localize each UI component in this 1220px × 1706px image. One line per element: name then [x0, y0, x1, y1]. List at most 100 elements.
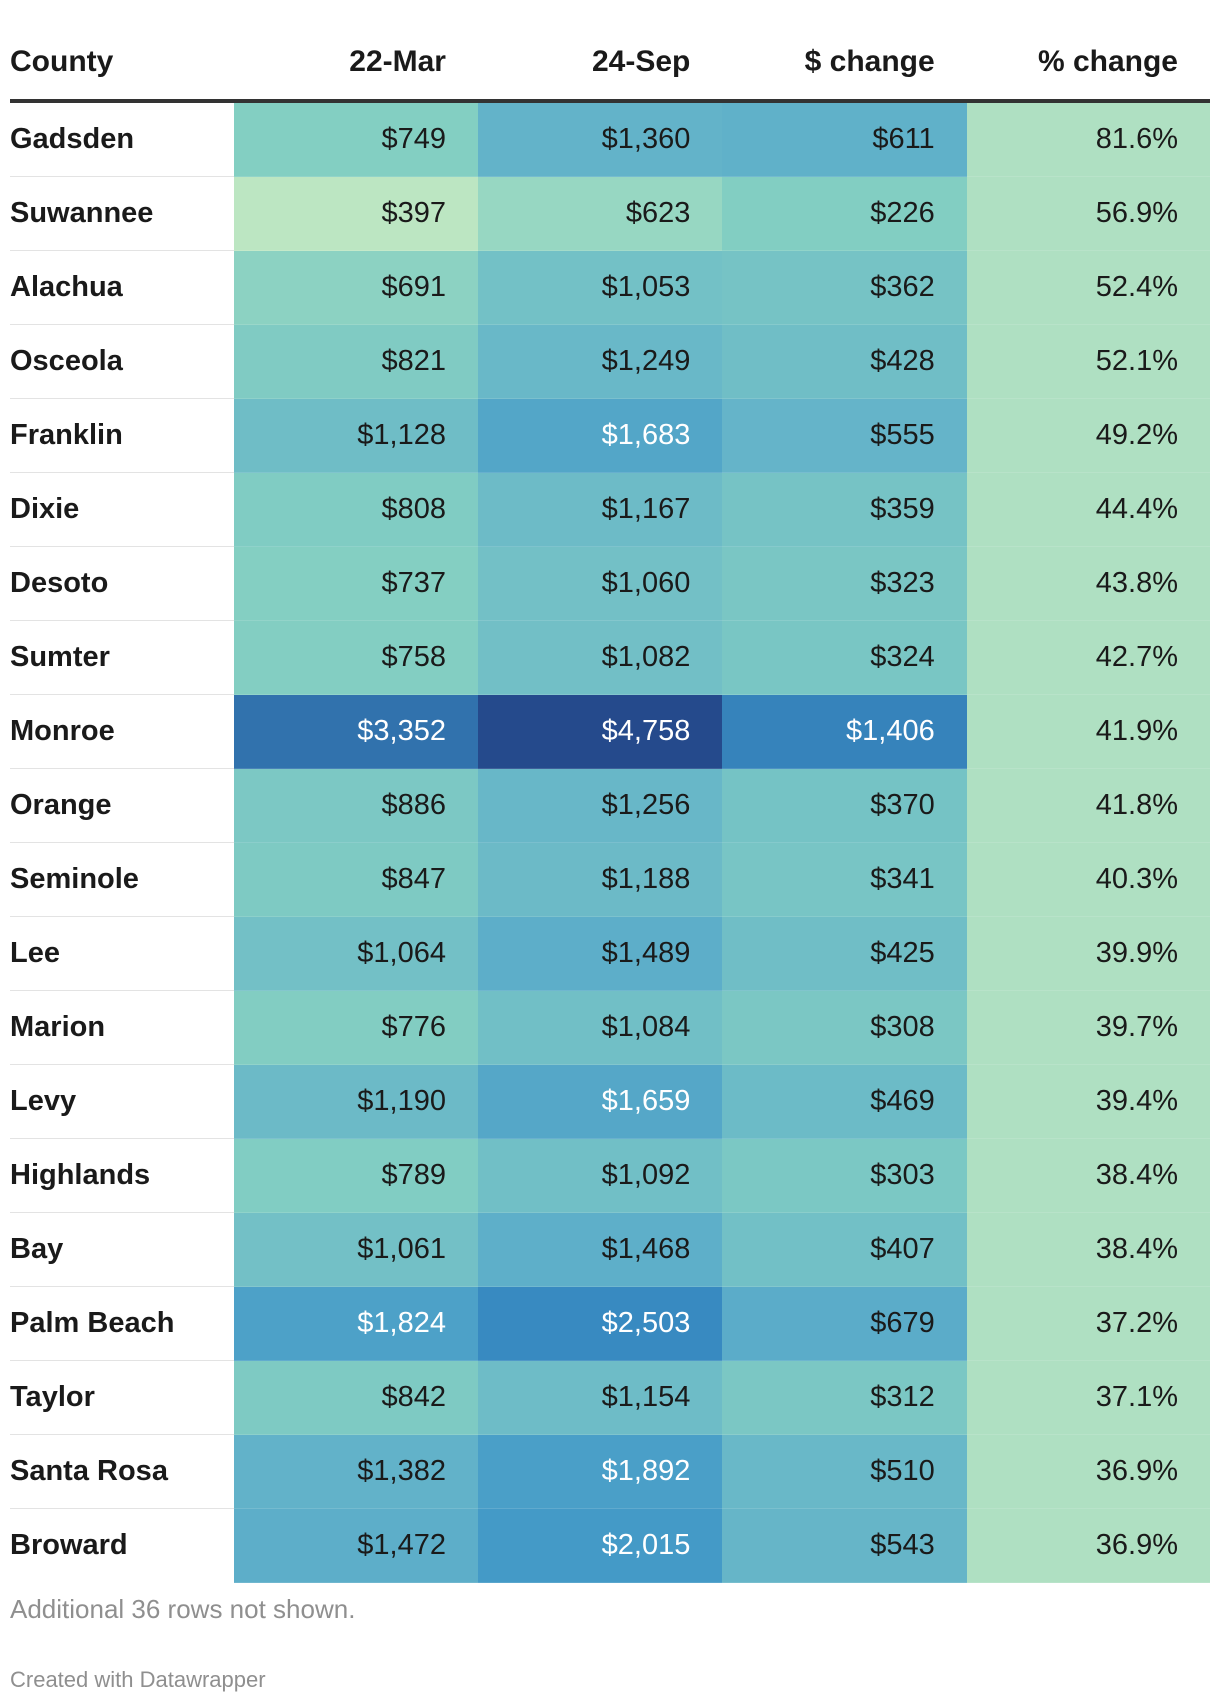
cell-24-sep: $1,082 [477, 620, 723, 695]
cell-percent-change: 39.9% [966, 916, 1210, 991]
cell-dollar-change: $312 [722, 1360, 967, 1435]
cell-dollar-change: $226 [722, 176, 967, 251]
datawrapper-credit: Created with Datawrapper [10, 1667, 266, 1692]
cell-percent-change: 37.2% [966, 1286, 1210, 1361]
cell-county: Alachua [10, 250, 234, 325]
cell-22-mar: $737 [233, 546, 478, 621]
cell-dollar-change: $428 [722, 324, 967, 399]
cell-percent-change: 81.6% [966, 101, 1210, 177]
cell-county: Lee [10, 916, 234, 991]
cell-percent-change: 41.9% [966, 694, 1210, 769]
data-table-container: County 22-Mar 24-Sep $ change % change G… [10, 24, 1210, 1583]
cell-dollar-change: $611 [722, 101, 967, 177]
cell-24-sep: $1,154 [477, 1360, 723, 1435]
cell-24-sep: $1,084 [477, 990, 723, 1065]
cell-22-mar: $886 [233, 768, 478, 843]
cell-dollar-change: $308 [722, 990, 967, 1065]
cell-county: Bay [10, 1212, 234, 1287]
table-row: Highlands $789 $1,092 $303 38.4% [10, 1138, 1210, 1213]
table-row: Monroe $3,352 $4,758 $1,406 41.9% [10, 694, 1210, 769]
table-row: Bay $1,061 $1,468 $407 38.4% [10, 1212, 1210, 1287]
table-row: Lee $1,064 $1,489 $425 39.9% [10, 916, 1210, 991]
cell-dollar-change: $362 [722, 250, 967, 325]
column-header-county[interactable]: County [10, 24, 234, 103]
cell-22-mar: $1,824 [233, 1286, 478, 1361]
cell-dollar-change: $341 [722, 842, 967, 917]
cell-dollar-change: $407 [722, 1212, 967, 1287]
table-row: Alachua $691 $1,053 $362 52.4% [10, 250, 1210, 325]
cell-percent-change: 52.1% [966, 324, 1210, 399]
cell-percent-change: 38.4% [966, 1138, 1210, 1213]
table-row: Taylor $842 $1,154 $312 37.1% [10, 1360, 1210, 1435]
cell-22-mar: $1,061 [233, 1212, 478, 1287]
cell-22-mar: $1,190 [233, 1064, 478, 1139]
cell-24-sep: $2,503 [477, 1286, 723, 1361]
cell-percent-change: 36.9% [966, 1434, 1210, 1509]
cell-percent-change: 37.1% [966, 1360, 1210, 1435]
cell-county: Santa Rosa [10, 1434, 234, 1509]
column-header-24-sep[interactable]: 24-Sep [477, 24, 723, 103]
table-body: Gadsden $749 $1,360 $611 81.6% Suwannee $397 $6… [10, 101, 1210, 1583]
cell-county: Franklin [10, 398, 234, 473]
cell-percent-change: 38.4% [966, 1212, 1210, 1287]
column-header-dollar-change[interactable]: $ change [722, 24, 967, 103]
table-row: Sumter $758 $1,082 $324 42.7% [10, 620, 1210, 695]
cell-22-mar: $847 [233, 842, 478, 917]
cell-24-sep: $1,489 [477, 916, 723, 991]
cell-percent-change: 56.9% [966, 176, 1210, 251]
cell-22-mar: $749 [233, 101, 478, 177]
cell-24-sep: $1,683 [477, 398, 723, 473]
cell-percent-change: 36.9% [966, 1508, 1210, 1583]
cell-county: Broward [10, 1529, 128, 1562]
table-row: Seminole $847 $1,188 $341 40.3% [10, 842, 1210, 917]
cell-22-mar: $397 [233, 176, 478, 251]
table-notes: Additional 36 rows not shown. [10, 1594, 356, 1624]
cell-dollar-change: $510 [722, 1434, 967, 1509]
cell-percent-change: 52.4% [966, 250, 1210, 325]
cell-county: Seminole [10, 842, 234, 917]
column-header-percent-change[interactable]: % change [966, 24, 1210, 103]
cell-county: Osceola [10, 324, 234, 399]
cell-county: Dixie [10, 472, 234, 547]
table-row: Desoto $737 $1,060 $323 43.8% [10, 546, 1210, 621]
cell-county: Orange [10, 768, 234, 843]
cell-24-sep: $1,053 [477, 250, 723, 325]
table-header-row: County 22-Mar 24-Sep $ change % change [10, 24, 1210, 103]
cell-24-sep: $1,360 [477, 101, 723, 177]
cell-24-sep: $1,188 [477, 842, 723, 917]
table-row: Dixie $808 $1,167 $359 44.4% [10, 472, 1210, 547]
cell-22-mar: $3,352 [233, 694, 478, 769]
cell-dollar-change: $679 [722, 1286, 967, 1361]
cell-percent-change: 42.7% [966, 620, 1210, 695]
cell-county: Sumter [10, 620, 234, 695]
table-row: Franklin $1,128 $1,683 $555 49.2% [10, 398, 1210, 473]
cell-dollar-change: $323 [722, 546, 967, 621]
cell-22-mar: $776 [233, 990, 478, 1065]
cell-county: Levy [10, 1064, 234, 1139]
cell-24-sep: $1,892 [477, 1434, 723, 1509]
table-row: Suwannee $397 $623 $226 56.9% [10, 176, 1210, 251]
cell-22-mar: $758 [233, 620, 478, 695]
cell-percent-change: 39.4% [966, 1064, 1210, 1139]
column-header-22-mar[interactable]: 22-Mar [233, 24, 478, 103]
cell-24-sep: $4,758 [477, 694, 723, 769]
cell-24-sep: $1,256 [477, 768, 723, 843]
cell-percent-change: 39.7% [966, 990, 1210, 1065]
cell-22-mar: $1,472 [233, 1508, 478, 1583]
cell-percent-change: 40.3% [966, 842, 1210, 917]
cell-dollar-change: $555 [722, 398, 967, 473]
cell-dollar-change: $359 [722, 472, 967, 547]
cell-24-sep: $1,092 [477, 1138, 723, 1213]
cell-24-sep: $1,659 [477, 1064, 723, 1139]
cell-24-sep: $1,060 [477, 546, 723, 621]
cell-county: Gadsden [10, 101, 234, 177]
cell-county: Highlands [10, 1138, 234, 1213]
cell-24-sep: $1,468 [477, 1212, 723, 1287]
cell-dollar-change: $324 [722, 620, 967, 695]
cell-dollar-change: $469 [722, 1064, 967, 1139]
county-rent-table: County 22-Mar 24-Sep $ change % change G… [10, 24, 1210, 1583]
cell-county: Marion [10, 990, 234, 1065]
cell-county: Monroe [10, 694, 234, 769]
cell-22-mar: $821 [233, 324, 478, 399]
table-row: Gadsden $749 $1,360 $611 81.6% [10, 101, 1210, 177]
